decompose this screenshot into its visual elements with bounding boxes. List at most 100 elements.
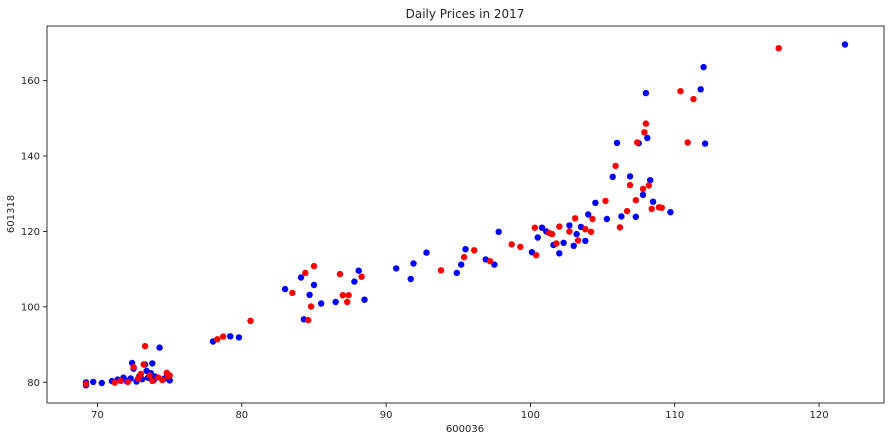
data-point-blue: [647, 177, 654, 184]
data-point-blue: [642, 89, 650, 97]
x-tick-label: 90: [380, 410, 393, 421]
data-point-red: [641, 129, 648, 136]
data-point-red: [82, 380, 90, 387]
x-tick-label: 110: [665, 410, 684, 421]
data-point-blue: [667, 209, 674, 216]
data-point-red: [124, 378, 131, 386]
data-point-red: [111, 379, 119, 386]
data-point-blue: [149, 360, 156, 367]
data-point-red: [159, 376, 166, 384]
data-point-blue: [649, 198, 657, 205]
data-point-red: [684, 139, 691, 146]
x-axis-label: 600036: [446, 424, 484, 435]
data-point-red: [134, 375, 142, 383]
data-point-blue: [534, 234, 541, 241]
data-point-blue: [458, 261, 465, 268]
data-point-red: [645, 182, 652, 189]
data-point-red: [214, 336, 221, 343]
data-point-red: [117, 377, 124, 384]
data-point-blue: [566, 222, 573, 229]
data-point-blue: [603, 215, 611, 223]
data-point-red: [602, 197, 609, 205]
data-point-blue: [573, 230, 580, 238]
data-point-red: [626, 181, 634, 189]
data-point-blue: [618, 213, 625, 220]
data-point-blue: [556, 250, 563, 257]
data-point-red: [140, 361, 147, 368]
data-point-red: [141, 342, 149, 350]
points-layer: [82, 41, 849, 389]
data-point-blue: [841, 41, 849, 48]
data-point-red: [566, 228, 573, 235]
data-point-red: [307, 303, 315, 310]
data-point-blue: [639, 191, 647, 199]
data-point-red: [137, 370, 144, 378]
data-point-blue: [318, 300, 325, 307]
y-tick-label: 140: [21, 152, 40, 163]
data-point-blue: [560, 239, 567, 246]
data-point-red: [612, 162, 619, 170]
x-tick-label: 70: [91, 410, 104, 421]
data-point-blue: [310, 281, 318, 289]
data-point-red: [582, 226, 589, 233]
data-point-blue: [361, 296, 368, 303]
data-point-blue: [306, 291, 313, 298]
data-point-red: [486, 258, 494, 265]
x-tick-label: 120: [810, 410, 829, 421]
data-point-red: [437, 267, 445, 274]
y-axis: 80 100 120 140 160: [21, 76, 47, 389]
data-point-red: [574, 237, 582, 244]
data-point-red: [219, 333, 227, 340]
data-point-red: [149, 377, 156, 384]
data-point-blue: [700, 63, 707, 71]
data-point-red: [589, 215, 596, 223]
data-point-red: [460, 253, 468, 261]
data-point-blue: [227, 333, 234, 340]
data-point-red: [690, 95, 697, 103]
data-point-red: [345, 292, 352, 299]
data-point-blue: [235, 334, 243, 341]
chart-title: Daily Prices in 2017: [406, 7, 525, 21]
data-point-red: [166, 372, 173, 379]
data-point-blue: [423, 249, 430, 256]
y-tick-label: 80: [27, 378, 40, 389]
data-point-blue: [407, 275, 414, 283]
data-point-red: [587, 228, 595, 235]
data-point-blue: [393, 265, 400, 272]
data-point-red: [632, 197, 639, 204]
data-point-blue: [297, 274, 305, 281]
data-point-red: [775, 45, 782, 52]
data-point-red: [634, 139, 641, 146]
data-point-red: [517, 243, 524, 251]
data-point-red: [302, 269, 309, 277]
data-point-red: [548, 230, 556, 238]
data-point-red: [531, 224, 538, 231]
y-tick-label: 120: [21, 227, 40, 238]
data-point-blue: [538, 224, 546, 231]
data-point-red: [642, 120, 650, 127]
data-point-red: [623, 207, 631, 215]
data-point-red: [310, 262, 318, 270]
data-point-blue: [332, 298, 339, 306]
data-point-red: [533, 252, 540, 259]
y-tick-label: 100: [21, 302, 40, 313]
data-point-blue: [609, 173, 616, 180]
data-point-blue: [462, 246, 469, 253]
data-point-blue: [90, 378, 97, 386]
data-point-blue: [585, 211, 592, 218]
data-point-blue: [495, 228, 502, 235]
data-point-red: [344, 298, 351, 306]
data-point-red: [146, 372, 153, 379]
data-point-red: [572, 215, 579, 222]
data-point-red: [358, 273, 365, 280]
data-point-blue: [351, 278, 358, 285]
data-point-red: [508, 241, 515, 248]
data-point-red: [616, 224, 624, 231]
y-tick-label: 160: [21, 76, 40, 87]
data-point-blue: [701, 140, 709, 147]
data-point-blue: [355, 267, 362, 274]
plot-frame: [46, 25, 885, 404]
data-point-blue: [281, 285, 289, 293]
data-point-blue: [582, 237, 589, 245]
